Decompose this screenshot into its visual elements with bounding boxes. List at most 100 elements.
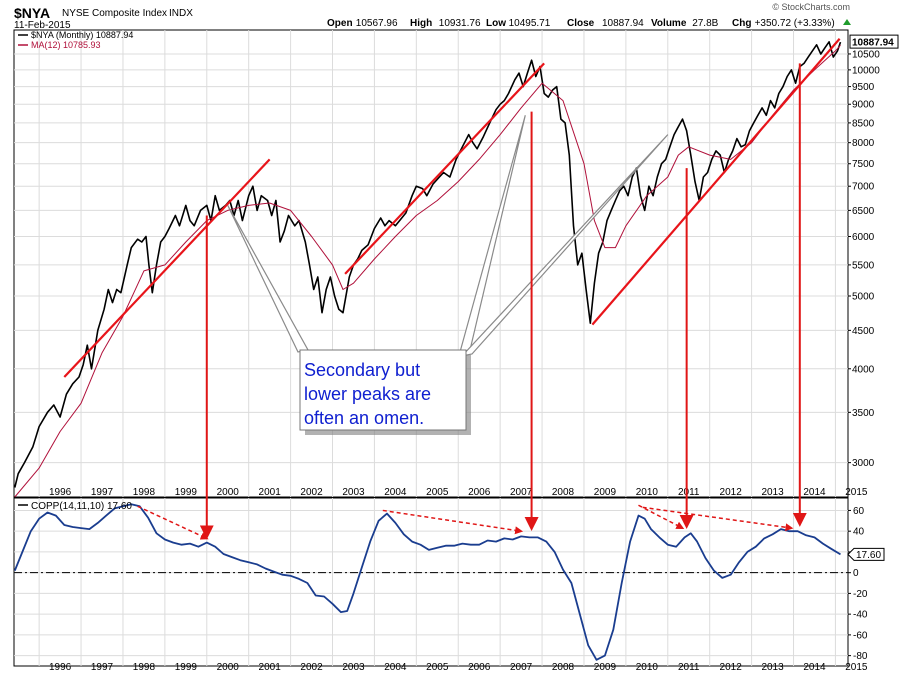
price-x-tick-label: 2010 bbox=[636, 487, 659, 498]
price-x-tick-label: 1997 bbox=[91, 487, 114, 498]
indicator-y-tick-label: -80 bbox=[853, 651, 868, 662]
price-y-tick-label: 5500 bbox=[852, 260, 875, 271]
quote-value: 10495.71 bbox=[509, 18, 551, 29]
quote-row: Open 10567.96 High 10931.76 Low 10495.71 Close… bbox=[327, 18, 835, 29]
indicator-x-tick-label: 1998 bbox=[133, 662, 156, 673]
quote-value: +350.72 (+3.33%) bbox=[755, 18, 835, 29]
trend-line bbox=[591, 38, 841, 326]
price-x-tick-label: 2006 bbox=[468, 487, 491, 498]
indicator-y-tick-label: -60 bbox=[853, 630, 868, 641]
price-y-axis: 3000 3500 4000 4500 5000 5500 6000 6500 7000 7500… bbox=[848, 49, 880, 469]
price-y-tick-label: 6500 bbox=[852, 206, 875, 217]
indicator-y-tick-label: 60 bbox=[853, 506, 865, 517]
callout-line-2: lower peaks are bbox=[304, 384, 431, 404]
legend-label: MA(12) 10785.93 bbox=[31, 40, 101, 50]
price-x-tick-label: 2013 bbox=[761, 487, 784, 498]
dashed-arrow bbox=[382, 509, 524, 535]
up-triangle-icon bbox=[843, 19, 851, 25]
price-last-value-box bbox=[849, 34, 899, 49]
price-x-tick-label: 2015 bbox=[845, 487, 868, 498]
quote-label: High bbox=[410, 18, 432, 29]
indicator-x-tick-label: 2013 bbox=[761, 662, 784, 673]
indicator-x-tick-label: 2014 bbox=[803, 662, 826, 673]
price-x-tick-label: 2009 bbox=[594, 487, 617, 498]
quote-value: 10567.96 bbox=[356, 18, 398, 29]
price-gridlines bbox=[14, 30, 848, 497]
indicator-x-tick-label: 2007 bbox=[510, 662, 533, 673]
price-x-tick-label: 2012 bbox=[720, 487, 743, 498]
price-x-tick-label: 2002 bbox=[300, 487, 323, 498]
quote-label: Close bbox=[567, 18, 595, 29]
annotation-callout: Secondary but lower peaks are often an o… bbox=[299, 349, 471, 435]
price-y-tick-label: 7000 bbox=[852, 182, 875, 193]
indicator-series-group: 17.60 bbox=[13, 503, 885, 661]
indicator-x-tick-label: 2002 bbox=[300, 662, 323, 673]
exchange-label: INDX bbox=[169, 8, 193, 19]
ma-line bbox=[14, 44, 841, 498]
price-y-tick-label: 10000 bbox=[852, 65, 880, 76]
price-y-tick-label: 3000 bbox=[852, 458, 875, 469]
price-x-tick-label: 2000 bbox=[217, 487, 240, 498]
indicator-x-tick-label: 2000 bbox=[217, 662, 240, 673]
price-x-tick-label: 2007 bbox=[510, 487, 533, 498]
trend-line bbox=[63, 158, 271, 378]
arrows-overlay bbox=[137, 63, 807, 540]
indicator-x-tick-label: 2011 bbox=[678, 662, 700, 673]
price-x-tick-label: 1999 bbox=[175, 487, 198, 498]
quote-label: Open bbox=[327, 18, 353, 29]
price-last-value: 10887.94 bbox=[852, 38, 894, 49]
price-y-tick-label: 3500 bbox=[852, 408, 875, 419]
indicator-x-tick-label: 2012 bbox=[720, 662, 743, 673]
price-y-tick-label: 9500 bbox=[852, 82, 875, 93]
price-x-axis: 1996 1997 1998 1999 2000 2001 2002 2003 2004 2005… bbox=[49, 487, 868, 498]
legend-label: COPP(14,11,10) 17.60 bbox=[31, 501, 132, 512]
indicator-x-tick-label: 2010 bbox=[636, 662, 659, 673]
watermark: © StockCharts.com bbox=[772, 2, 850, 12]
price-x-tick-label: 2008 bbox=[552, 487, 575, 498]
indicator-x-tick-label: 1997 bbox=[91, 662, 114, 673]
chart-date: 11-Feb-2015 bbox=[14, 20, 71, 31]
quote-label: Chg bbox=[732, 18, 751, 29]
price-x-tick-label: 2004 bbox=[384, 487, 407, 498]
quote-label: Volume bbox=[651, 18, 687, 29]
callout-box bbox=[299, 349, 467, 431]
price-y-tick-label: 10500 bbox=[852, 49, 880, 60]
callout-line-3: often an omen. bbox=[304, 408, 424, 428]
price-x-tick-label: 2001 bbox=[259, 487, 282, 498]
trend-line bbox=[344, 62, 545, 275]
indicator-y-tick-label: -40 bbox=[853, 610, 868, 621]
price-x-tick-label: 2005 bbox=[426, 487, 449, 498]
indicator-y-tick-label: 40 bbox=[853, 527, 865, 538]
price-x-tick-label: 2014 bbox=[803, 487, 826, 498]
indicator-y-axis: -80-60-40-200204060 bbox=[848, 506, 868, 662]
indicator-x-tick-label: 2008 bbox=[552, 662, 575, 673]
indicator-y-tick-label: 0 bbox=[853, 568, 859, 579]
price-x-tick-label: 2011 bbox=[678, 487, 700, 498]
index-name: NYSE Composite Index bbox=[62, 8, 167, 19]
indicator-x-tick-label: 2006 bbox=[468, 662, 491, 673]
indicator-x-axis: 1996 1997 1998 1999 2000 2001 2002 2003 2004 2005… bbox=[49, 662, 868, 673]
price-y-tick-label: 9000 bbox=[852, 100, 875, 111]
price-y-tick-label: 4000 bbox=[852, 364, 875, 375]
indicator-x-tick-label: 2001 bbox=[259, 662, 282, 673]
coppock-line bbox=[13, 503, 841, 661]
price-y-tick-label: 4500 bbox=[852, 326, 875, 337]
price-y-tick-label: 6000 bbox=[852, 232, 875, 243]
indicator-x-tick-label: 2004 bbox=[384, 662, 407, 673]
price-x-tick-label: 1998 bbox=[133, 487, 156, 498]
dashed-arrow bbox=[638, 504, 685, 529]
trend-lines bbox=[63, 38, 841, 378]
quote-label: Low bbox=[486, 18, 506, 29]
quote-value: 10931.76 bbox=[439, 18, 481, 29]
quote-value: 27.8B bbox=[692, 18, 718, 29]
indicator-x-tick-label: 1999 bbox=[175, 662, 198, 673]
indicator-last-value-box bbox=[847, 547, 885, 561]
price-x-tick-label: 1996 bbox=[49, 487, 72, 498]
quote-value: 10887.94 bbox=[602, 18, 644, 29]
price-y-tick-label: 5000 bbox=[852, 291, 875, 302]
legend-label: $NYA (Monthly) 10887.94 bbox=[31, 30, 133, 40]
symbol-title: $NYA bbox=[14, 5, 50, 21]
indicator-y-tick-label: -20 bbox=[853, 589, 868, 600]
